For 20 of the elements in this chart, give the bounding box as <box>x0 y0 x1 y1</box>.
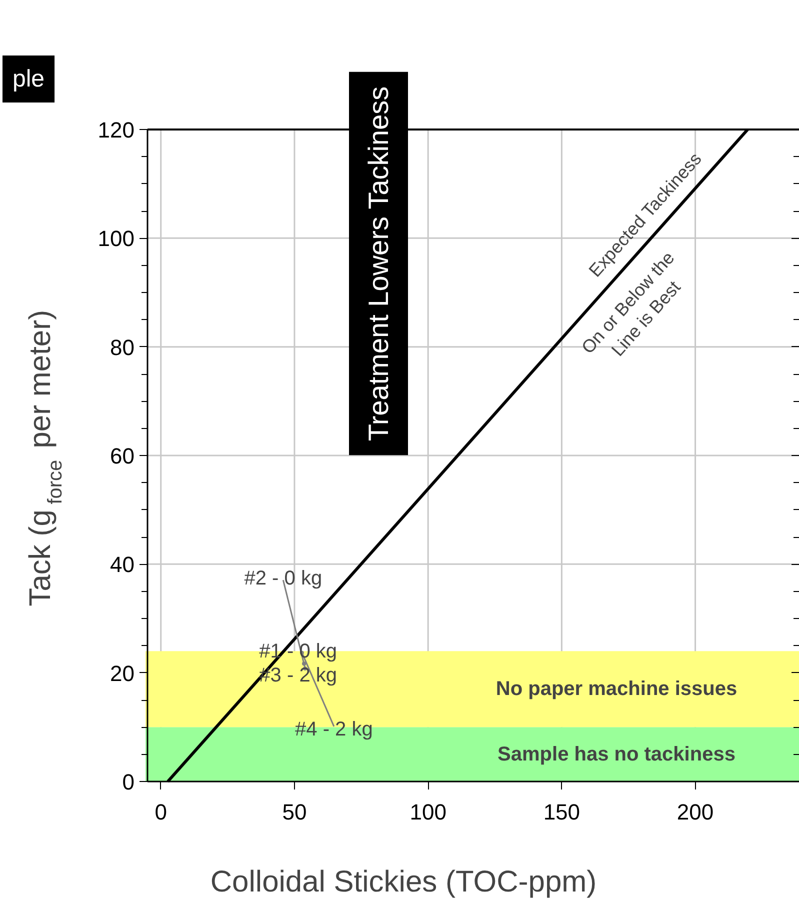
x-tick-label: 0 <box>154 800 167 824</box>
band-label: No paper machine issues <box>496 678 738 700</box>
band-label: Sample has no tackiness <box>498 743 736 766</box>
annotation: Treatment Lowers Tackiness <box>363 86 394 442</box>
y-tick-label: 0 <box>122 770 135 794</box>
x-tick-label: 150 <box>543 800 580 824</box>
y-tick-label: 100 <box>98 226 135 252</box>
y-tick-label: 20 <box>110 660 135 686</box>
y-tick-label: 80 <box>110 334 135 360</box>
x-tick-label: 50 <box>282 800 307 824</box>
annotation: #4 - 2 kg <box>295 718 373 741</box>
text: ple <box>12 66 45 92</box>
x-axis-title: Colloidal Stickies (TOC-ppm) <box>210 866 597 898</box>
annotation: #2 - 0 kg <box>244 567 322 590</box>
x-tick-label: 100 <box>410 800 446 824</box>
x-tick-label: 200 <box>676 800 714 824</box>
y-axis-title: Tack (gforce per meter) <box>24 310 66 606</box>
y-tick-label: 40 <box>110 552 135 578</box>
y-tick-label: 120 <box>98 118 135 142</box>
y-tick-label: 60 <box>110 444 135 468</box>
